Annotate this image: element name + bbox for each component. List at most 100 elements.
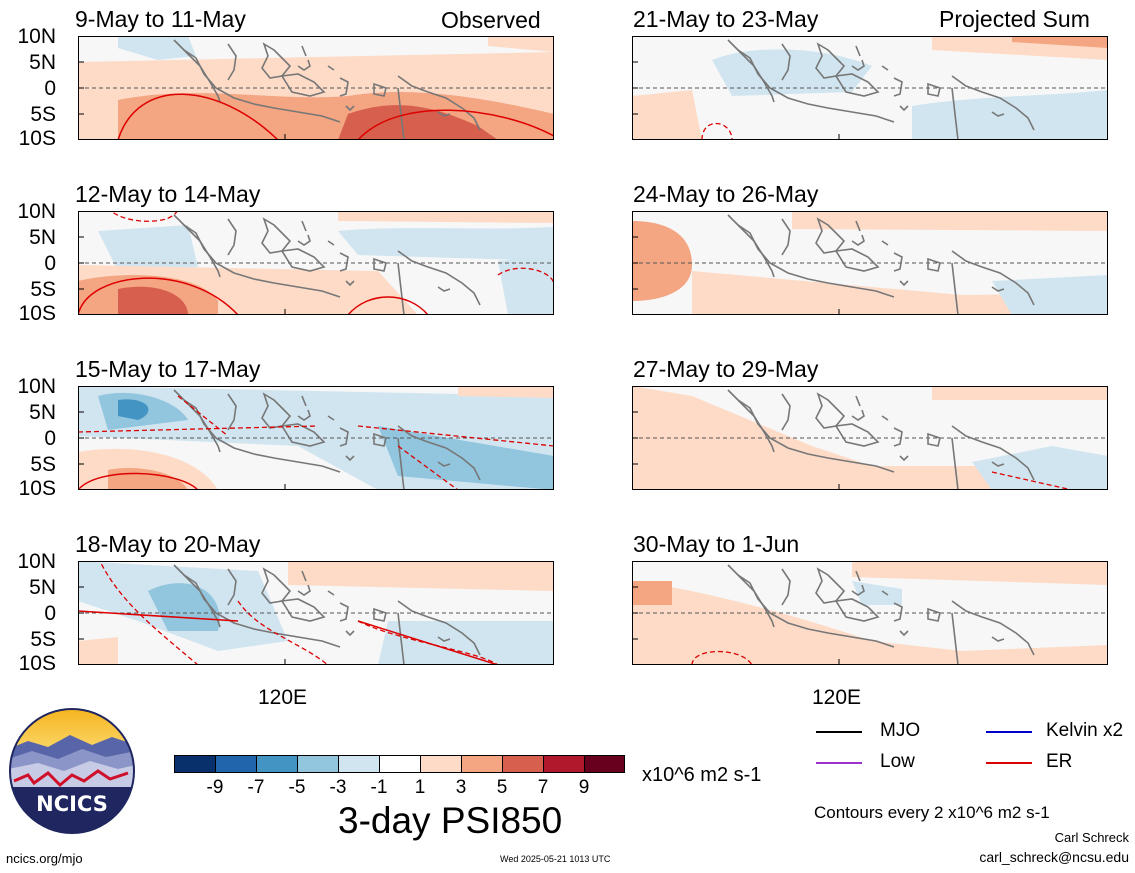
- er-contour-negative: [99, 561, 199, 665]
- coastline: [927, 82, 941, 97]
- coastline: [280, 598, 326, 622]
- colorbar-tick: -7: [247, 777, 265, 798]
- coastline: [991, 461, 1005, 467]
- map-svg: [632, 36, 1108, 140]
- lat-tick: 5S: [30, 103, 56, 126]
- coastline: [881, 240, 889, 246]
- lat-tick: 10N: [17, 200, 56, 223]
- colorbar-tick: -5: [288, 777, 306, 798]
- er-contour-negative: [110, 211, 178, 222]
- colorbar-swatch: [461, 755, 502, 773]
- colorbar-tick: 7: [537, 777, 549, 798]
- coastline: [397, 250, 481, 306]
- coastline: [297, 59, 311, 71]
- er-contour-negative: [357, 425, 554, 447]
- colorbar-swatch: [215, 755, 256, 773]
- psi-anomaly-shading: [972, 446, 1108, 490]
- coastline: [183, 224, 341, 298]
- er-contour: [357, 109, 554, 140]
- colorbar-title: 3-day PSI850: [338, 800, 563, 841]
- legend-line-low: [816, 762, 862, 764]
- coastline: [183, 399, 341, 473]
- coastline: [951, 600, 1035, 656]
- coastline: [373, 82, 387, 97]
- coastline: [183, 574, 341, 648]
- coastline: [881, 65, 889, 71]
- colorbar-tick: -1: [370, 777, 388, 798]
- coastline: [397, 262, 405, 315]
- coastline: [301, 220, 307, 232]
- colorbar-tick: 9: [578, 777, 590, 798]
- lat-tick: 5N: [29, 576, 56, 599]
- lat-tick: 10S: [18, 652, 56, 675]
- lon-tick: 120E: [258, 686, 308, 709]
- map-panel: [632, 561, 1108, 665]
- coastline: [893, 602, 903, 622]
- coastline: [899, 280, 909, 287]
- coastline: [345, 105, 355, 112]
- coastline: [339, 77, 349, 97]
- er-contour: [117, 93, 279, 140]
- psi-anomaly-shading: [852, 581, 902, 605]
- timestamp: Wed 2025-05-21 1013 UTC: [500, 854, 611, 864]
- coastline: [297, 584, 311, 596]
- colorbar-swatch: [502, 755, 543, 773]
- legend-line-mjo: [816, 731, 862, 733]
- coastline: [373, 432, 387, 447]
- er-contour-negative: [357, 620, 499, 665]
- coastline: [339, 602, 349, 622]
- coastline: [951, 425, 1035, 481]
- coastline: [855, 395, 861, 407]
- psi-anomaly-shading: [338, 105, 498, 140]
- coastline: [893, 427, 903, 447]
- coastline: [339, 252, 349, 272]
- coastline: [373, 607, 387, 622]
- coastline: [301, 395, 307, 407]
- lat-tick: 5S: [30, 628, 56, 651]
- coastline: [781, 218, 791, 256]
- coastline: [345, 455, 355, 462]
- coastline: [851, 234, 865, 246]
- coastline: [899, 630, 909, 637]
- colorbar-swatch: [338, 755, 379, 773]
- site-url[interactable]: ncics.org/mjo: [6, 851, 83, 866]
- coastline: [297, 409, 311, 421]
- lat-tick: 5S: [30, 453, 56, 476]
- coastline: [397, 87, 405, 140]
- psi-anomaly-shading: [378, 621, 554, 665]
- colorbar-tick: -9: [206, 777, 224, 798]
- coastline: [280, 423, 326, 447]
- coastline: [951, 437, 959, 490]
- panel-title: 18-May to 20-May: [75, 531, 261, 557]
- coastline: [327, 240, 335, 246]
- coastline: [991, 636, 1005, 642]
- er-contour-negative: [991, 471, 1073, 490]
- coastline: [327, 590, 335, 596]
- author-email[interactable]: carl_schreck@ncsu.edu: [979, 849, 1129, 865]
- coastline: [951, 262, 959, 315]
- coastline: [834, 423, 880, 447]
- coastline: [345, 280, 355, 287]
- coastline: [951, 75, 1035, 131]
- psi-anomaly-shading: [632, 386, 1108, 490]
- coastline: [437, 111, 451, 117]
- lat-tick: 0: [44, 427, 56, 450]
- psi-anomaly-shading: [852, 561, 1108, 585]
- coastline: [951, 87, 959, 140]
- map-panel: [78, 211, 554, 315]
- colorbar-swatch: [256, 755, 297, 773]
- psi-anomaly-shading: [632, 90, 702, 140]
- coastline: [301, 570, 307, 582]
- lat-tick: 10N: [17, 550, 56, 573]
- colorbar-swatch: [584, 755, 625, 773]
- coastline: [327, 415, 335, 421]
- coastline: [297, 234, 311, 246]
- panel-title: 21-May to 23-May: [633, 6, 819, 32]
- panel-title: 9-May to 11-May: [75, 6, 246, 32]
- er-contour: [347, 296, 429, 315]
- coastline: [397, 612, 405, 665]
- coastline: [781, 393, 791, 431]
- lat-tick: 5S: [30, 278, 56, 301]
- psi-anomaly-shading: [692, 271, 1108, 315]
- psi-anomaly-shading: [1012, 36, 1108, 48]
